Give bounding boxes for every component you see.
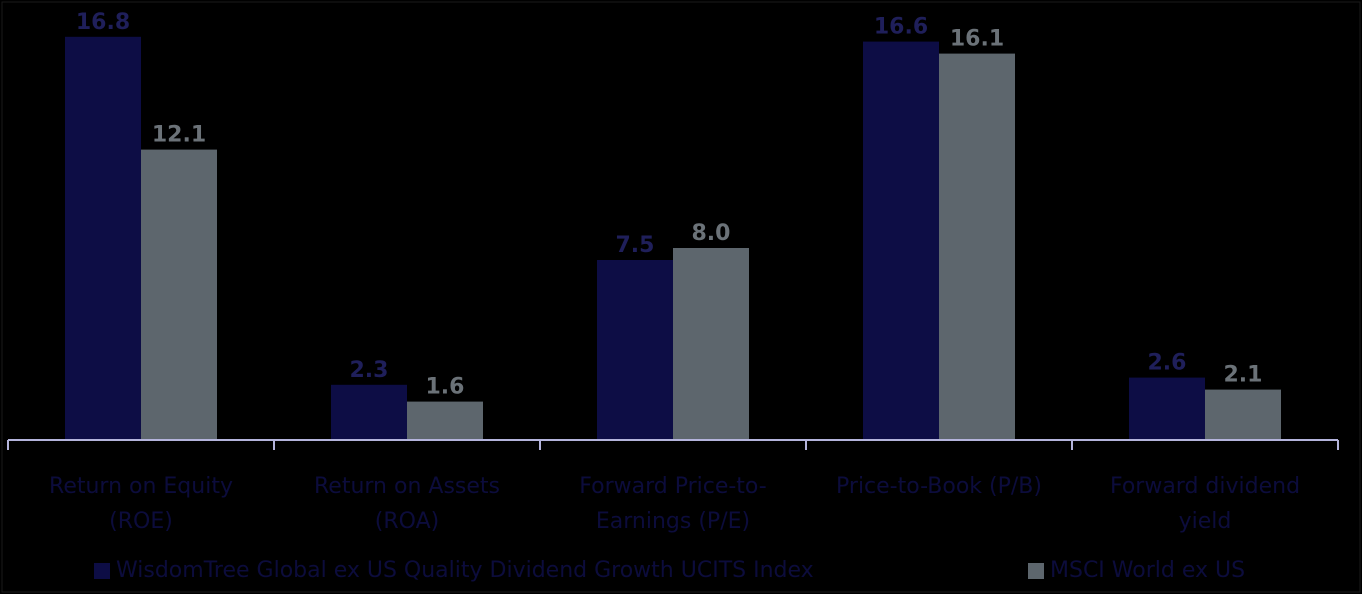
category-label-3-line-1: Forward Price-to-: [579, 474, 767, 499]
bar-series-1-category-3: [597, 260, 673, 440]
value-label-series-1-category-4: 16.6: [874, 15, 928, 40]
bar-series-2-category-1: [141, 149, 217, 440]
value-label-series-1-category-2: 2.3: [350, 358, 389, 383]
category-label-3-line-2: Earnings (P/E): [596, 509, 750, 534]
legend-swatch-series-1: [94, 563, 110, 579]
bar-series-2-category-3: [673, 248, 749, 440]
legend-swatch-series-2: [1028, 563, 1044, 579]
value-label-series-2-category-1: 12.1: [152, 123, 206, 148]
category-label-2-line-2: (ROA): [375, 509, 439, 534]
x-axis: [7, 439, 1339, 450]
bar-series-2-category-2: [407, 401, 483, 440]
category-labels-layer: Return on Equity (ROE) Return on Assets (RO…: [49, 474, 1300, 534]
value-label-series-2-category-4: 16.1: [950, 27, 1004, 52]
bar-series-2-category-4: [939, 53, 1015, 440]
bar-series-1-category-2: [331, 384, 407, 440]
value-label-series-2-category-5: 2.1: [1224, 363, 1263, 388]
bar-series-1-category-4: [863, 41, 939, 440]
bars-layer: [65, 36, 1281, 441]
value-label-series-1-category-1: 16.8: [76, 10, 130, 35]
legend: WisdomTree Global ex US Quality Dividend…: [94, 558, 1245, 583]
category-label-2-line-1: Return on Assets: [314, 474, 500, 499]
category-label-1-line-2: (ROE): [109, 509, 173, 534]
value-labels-layer: 16.8 12.1 2.3 1.6 7.5 8.0 16.6 16.1 2.6 2.1: [76, 10, 1263, 400]
bar-series-1-category-5: [1129, 377, 1205, 440]
category-label-5-line-2: yield: [1179, 509, 1232, 534]
legend-label-series-2: MSCI World ex US: [1050, 558, 1245, 583]
category-label-4-line-1: Price-to-Book (P/B): [836, 474, 1042, 499]
value-label-series-2-category-3: 8.0: [692, 221, 731, 246]
legend-label-series-1: WisdomTree Global ex US Quality Dividend…: [116, 558, 814, 583]
bar-series-1-category-1: [65, 36, 141, 441]
category-label-1-line-1: Return on Equity: [49, 474, 233, 499]
value-label-series-1-category-3: 7.5: [616, 233, 655, 258]
value-label-series-2-category-2: 1.6: [426, 375, 465, 400]
category-label-5-line-1: Forward dividend: [1110, 474, 1300, 499]
bar-series-2-category-5: [1205, 389, 1281, 440]
value-label-series-1-category-5: 2.6: [1148, 351, 1187, 376]
